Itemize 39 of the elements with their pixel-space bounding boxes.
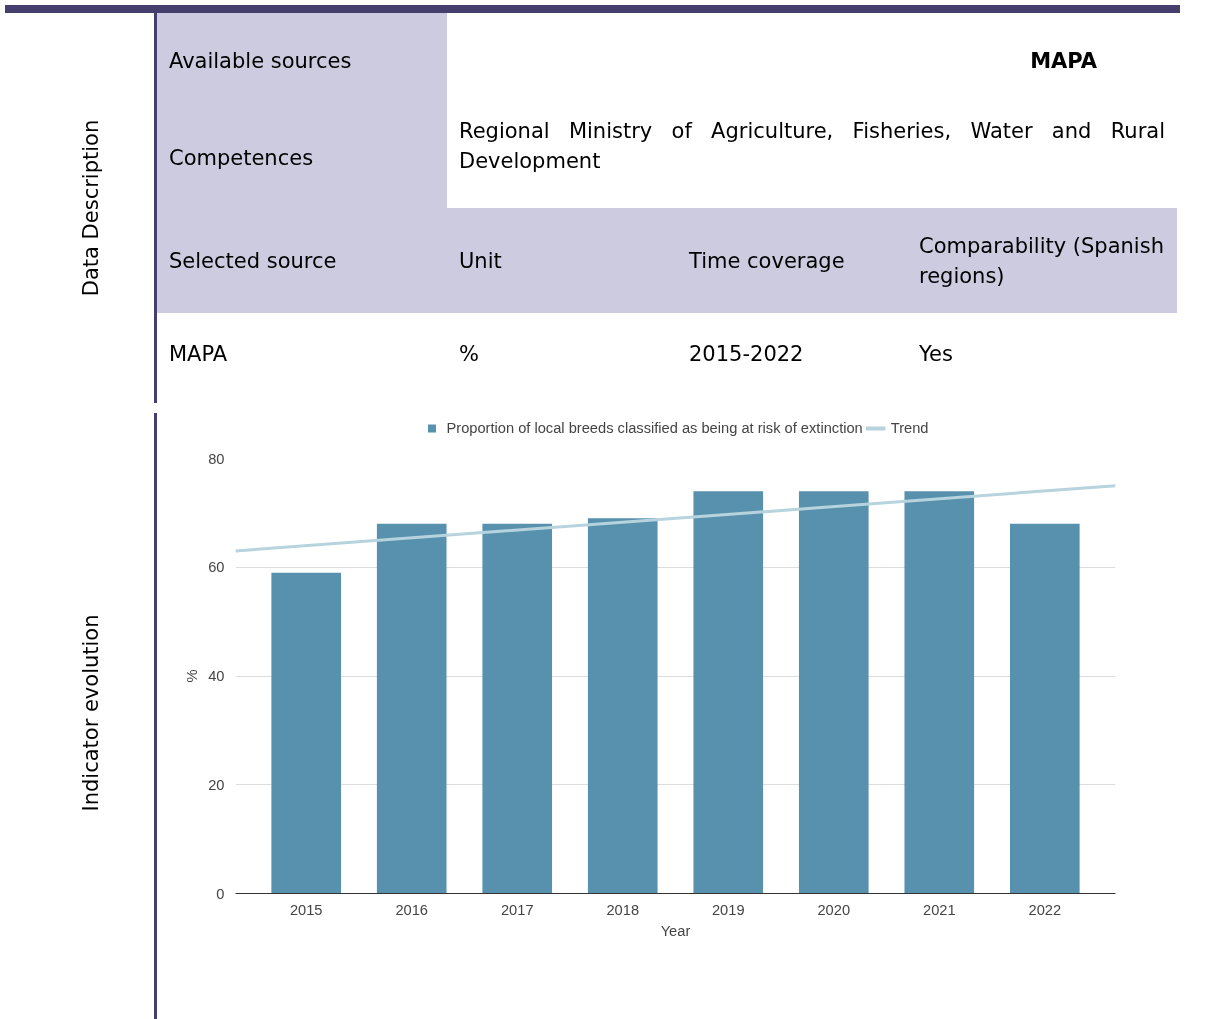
x-tick-label: 2020 [817,901,851,918]
x-tick-label: 2015 [289,901,323,918]
x-tick-label: 2017 [500,901,534,918]
text: 2015-2022 [677,331,907,377]
x-tick-label: 2021 [922,901,956,918]
x-tick-label: 2016 [395,901,429,918]
text: Data Description [78,119,104,297]
legend-label: Proportion of local breeds classified as being at risk of extinction [446,420,863,436]
text: Time coverage [677,237,907,284]
y-tick-label: 80 [208,450,225,467]
bar [798,491,869,894]
text: Unit [447,237,677,284]
text: MAPA [157,331,447,377]
text: Comparability (Spanish regions) [907,222,1177,299]
bar [482,523,553,894]
text: MAPA [1029,47,1098,75]
y-tick-label: 60 [208,559,225,576]
text: Regional Ministry of Agriculture, Fisheries, Water and Rural Development [447,108,1177,208]
bar [271,572,342,894]
text: Yes [907,331,1177,377]
text: Indicator evolution [78,614,104,812]
text: Selected source [157,237,447,284]
y-tick-label: 20 [208,776,225,793]
x-axis-title: Year [660,922,691,939]
bar [693,491,764,894]
y-axis-title: % [184,669,201,683]
bar [587,518,658,894]
bar [376,523,447,894]
x-tick-label: 2019 [711,901,745,918]
text: % [447,331,677,377]
x-tick-label: 2018 [606,901,640,918]
bar [1009,523,1080,894]
y-tick-label: 40 [208,668,225,684]
bar [904,491,975,894]
y-tick-label: 0 [216,885,225,902]
text: Competences [157,108,447,208]
text: Available sources [157,13,447,108]
x-tick-label: 2022 [1028,901,1062,918]
legend-label: Trend [890,420,929,436]
